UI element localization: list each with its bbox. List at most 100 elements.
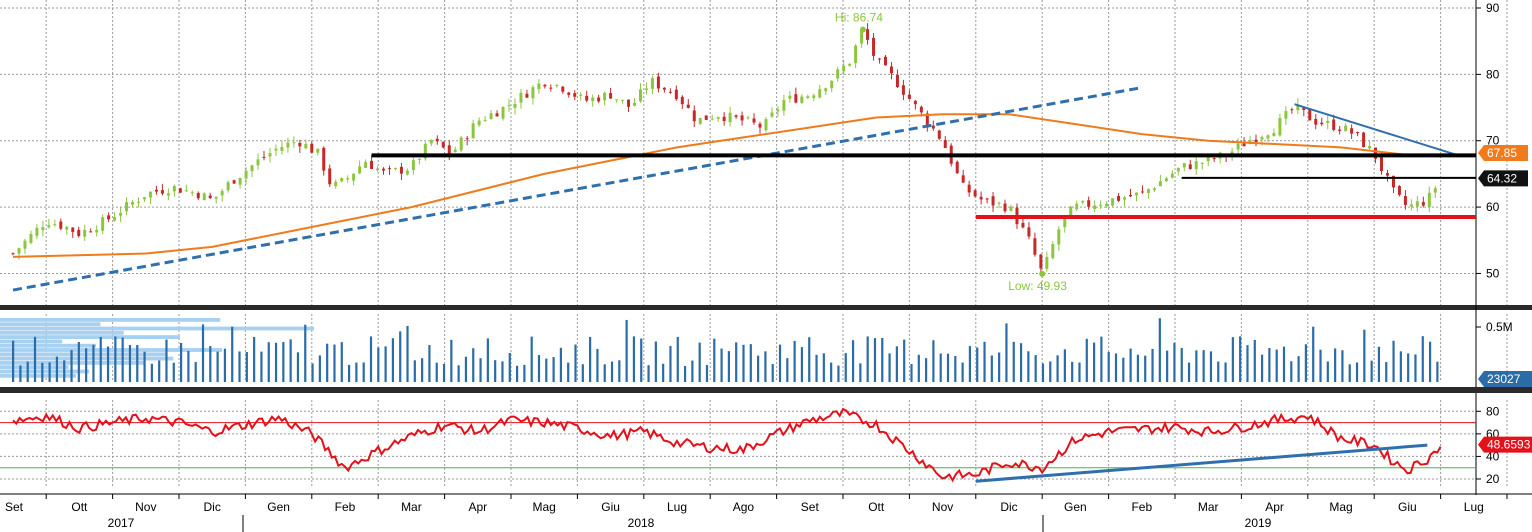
volume-bar (479, 358, 482, 382)
volume-bar (77, 341, 80, 382)
volume-bar (881, 337, 884, 382)
candle-body (579, 94, 583, 96)
volume-bar (786, 358, 789, 382)
candle-body (1368, 145, 1372, 149)
volume-bar (990, 355, 993, 382)
volume-bar (508, 353, 511, 382)
volume-bar (304, 324, 307, 382)
volume-bar (866, 336, 869, 382)
candle-body (411, 160, 415, 171)
candle-body (328, 168, 332, 185)
candle-body (806, 96, 810, 98)
volume-bar (267, 342, 270, 382)
candle-body (1039, 254, 1043, 269)
candle-body (872, 37, 876, 56)
volume-bar (1414, 354, 1417, 382)
volume-bar (406, 325, 409, 382)
volume-bar (932, 340, 935, 382)
candle-body (979, 196, 983, 200)
candle-body (1254, 139, 1258, 143)
month-label-3: Dic (204, 500, 221, 514)
candle-body (1146, 189, 1150, 193)
volume-bar (442, 364, 446, 382)
volume-bar (1012, 341, 1015, 382)
candle-body (1296, 104, 1300, 111)
candle-body (1057, 229, 1061, 245)
volume-bar (1312, 326, 1315, 382)
volume-bar (106, 346, 110, 382)
month-label-7: Apr (468, 500, 487, 514)
volume-bar (347, 364, 351, 382)
candle-body (1140, 191, 1144, 193)
volume-tick-label: 0.5M (1486, 320, 1513, 334)
candle-body (901, 85, 905, 95)
month-label-4: Gen (267, 500, 290, 514)
volume-bar (559, 347, 562, 382)
volume-bar (457, 365, 460, 382)
candle-body (1170, 173, 1174, 178)
volume-bar (515, 365, 519, 382)
candle-body (1230, 151, 1234, 155)
ma-value-tag: 67.85 (1487, 146, 1517, 160)
candle-body (513, 104, 517, 108)
candle-body (220, 191, 224, 196)
candle-body (543, 84, 547, 87)
volume-bar (187, 351, 190, 382)
volume-bar (537, 354, 541, 382)
volume-bar (800, 347, 804, 382)
candle-body (83, 229, 87, 237)
volume-bar (830, 362, 833, 382)
volume-bar (1421, 336, 1424, 382)
candle-body (358, 166, 362, 174)
month-label-6: Mar (401, 500, 422, 514)
volume-profile-bar (0, 335, 181, 339)
low-label: Low: 49.93 (1008, 279, 1067, 293)
candle-body (615, 99, 619, 101)
volume-bar (318, 355, 321, 382)
volume-bar (1144, 355, 1147, 382)
volume-bar (844, 353, 847, 382)
volume-bar (742, 344, 745, 382)
candle-body (286, 142, 290, 148)
volume-bar (289, 339, 292, 382)
candle-body (1356, 132, 1360, 134)
ma-value-tag-bg (1478, 144, 1528, 161)
candle-body (489, 113, 493, 120)
volume-bar (727, 351, 730, 382)
candle-body (650, 78, 654, 89)
volume-bar (625, 319, 628, 382)
candle-body (567, 92, 571, 95)
candle-body (23, 240, 27, 249)
candle-body (364, 162, 368, 168)
candle-body (274, 148, 278, 151)
volume-bar (143, 351, 146, 382)
volume-bar (1370, 360, 1373, 382)
month-label-14: Nov (932, 500, 953, 514)
candle-body (1385, 173, 1389, 176)
volume-bar (150, 363, 153, 382)
year-label-0: 2017 (108, 516, 135, 530)
candle-body (597, 97, 601, 102)
volume-profile-bar (0, 352, 166, 357)
candle-body (340, 178, 344, 182)
candle-body (519, 92, 523, 103)
candle-body (1051, 244, 1055, 259)
candle-body (967, 184, 971, 193)
volume-bar (662, 363, 665, 382)
candle-body (334, 181, 338, 186)
volume-bar (1297, 356, 1300, 382)
volume-profile-bar (0, 343, 97, 348)
candle-body (860, 30, 864, 44)
volume-bar (610, 361, 614, 382)
candle-body (656, 76, 660, 89)
candle-body (113, 217, 117, 221)
candle-body (202, 193, 206, 201)
candle-body (1278, 118, 1282, 136)
volume-bar (1107, 351, 1110, 382)
month-label-8: Mag (533, 500, 556, 514)
rsi-tick-label: 40 (1486, 449, 1500, 463)
candle-body (1314, 118, 1318, 125)
candle-body (1421, 201, 1425, 206)
candle-body (71, 227, 75, 232)
